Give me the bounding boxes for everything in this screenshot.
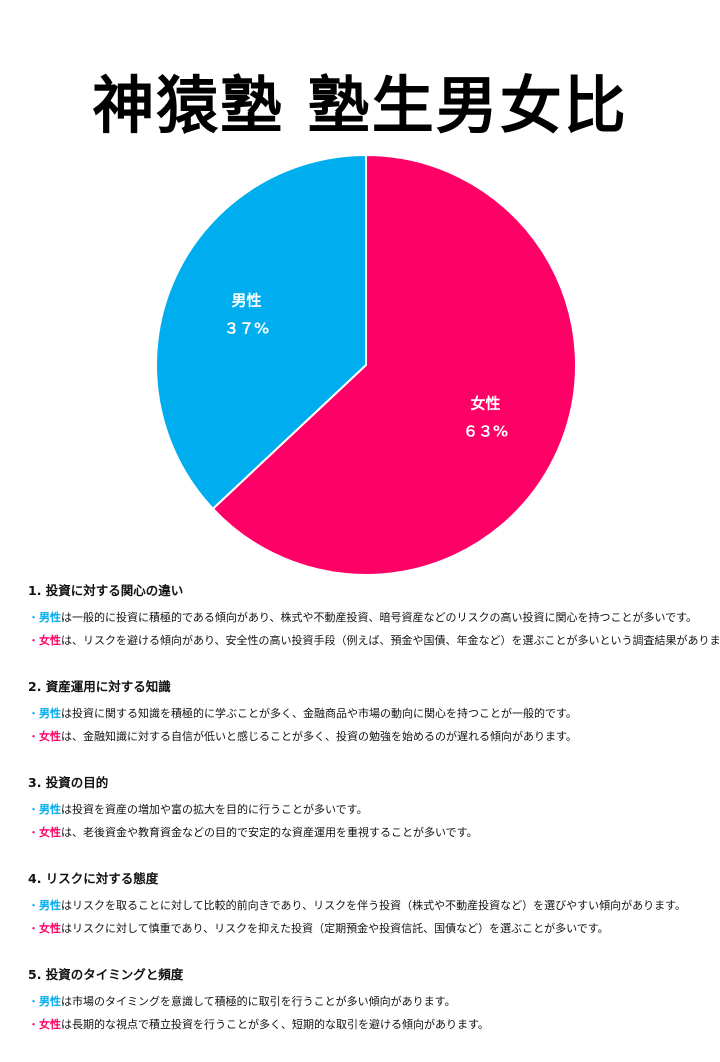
- female-note-text: は長期的な視点で積立投資を行うことが多く、短期的な取引を避ける傾向があります。: [61, 1018, 489, 1031]
- female-note-text: は、リスクを避ける傾向があり、安全性の高い投資手段（例えば、預金や国債、年金など…: [61, 634, 720, 647]
- female-tag: 女性: [39, 1018, 61, 1031]
- male-tag: 男性: [39, 899, 61, 912]
- male-note-text: はリスクを取ることに対して比較的前向きであり、リスクを伴う投資（株式や不動産投資…: [61, 899, 687, 912]
- slice-label: 女性: [470, 395, 500, 413]
- male-note-text: は市場のタイミングを意識して積極的に取引を行うことが多い傾向があります。: [61, 995, 456, 1008]
- female-tag: 女性: [39, 730, 61, 743]
- section-title: 1. 投資に対する関心の違い: [28, 583, 184, 598]
- male-note: ・男性はリスクを取ることに対して比較的前向きであり、リスクを伴う投資（株式や不動…: [28, 899, 687, 912]
- female-note-text: はリスクに対して慎重であり、リスクを抑えた投資（定期預金や投資信託、国債など）を…: [61, 922, 609, 935]
- female-tag: 女性: [39, 826, 61, 839]
- female-note: ・女性は、リスクを避ける傾向があり、安全性の高い投資手段（例えば、預金や国債、年…: [28, 629, 720, 652]
- female-note: ・女性は、老後資金や教育資金などの目的で安定的な資産運用を重視することが多いです…: [28, 826, 478, 839]
- female-note-text: は、金融知識に対する自信が低いと感じることが多く、投資の勉強を始めるのが遅れる傾…: [61, 730, 577, 743]
- male-note: ・男性は投資を資産の増加や富の拡大を目的に行うことが多いです。: [28, 803, 368, 816]
- female-note: ・女性はリスクに対して慎重であり、リスクを抑えた投資（定期預金や投資信託、国債な…: [28, 922, 609, 935]
- female-note: ・女性は、金融知識に対する自信が低いと感じることが多く、投資の勉強を始めるのが遅…: [28, 730, 577, 743]
- male-tag: 男性: [39, 803, 61, 816]
- pie-slice-1: [155, 153, 367, 511]
- male-tag: 男性: [39, 995, 61, 1008]
- notes-list: 1. 投資に対する関心の違い ・男性は一般的に投資に積極的である傾向があり、株式…: [28, 582, 720, 1062]
- male-note-text: は投資を資産の増加や富の拡大を目的に行うことが多いです。: [61, 803, 368, 816]
- page-title: 神猿塾 塾生男女比: [92, 69, 628, 142]
- note-section: 2. 資産運用に対する知識 ・男性は投資に関する知識を積極的に学ぶことが多く、金…: [28, 678, 698, 748]
- male-note: ・男性は市場のタイミングを意識して積極的に取引を行うことが多い傾向があります。: [28, 995, 456, 1008]
- female-note: ・女性は長期的な視点で積立投資を行うことが多く、短期的な取引を避ける傾向がありま…: [28, 1018, 489, 1031]
- female-note-text: は、老後資金や教育資金などの目的で安定的な資産運用を重視することが多いです。: [61, 826, 478, 839]
- note-section: 4. リスクに対する態度 ・男性はリスクを取ることに対して比較的前向きであり、リ…: [28, 870, 698, 940]
- note-section: 1. 投資に対する関心の違い ・男性は一般的に投資に積極的である傾向があり、株式…: [28, 582, 720, 652]
- male-tag: 男性: [39, 611, 61, 624]
- pie-slice-0: [211, 153, 577, 576]
- section-title: 4. リスクに対する態度: [28, 871, 159, 886]
- female-tag: 女性: [39, 922, 61, 935]
- pie-chart: 女性 ６３% 男性 ３７%: [155, 153, 577, 576]
- male-note: ・男性は一般的に投資に積極的である傾向があり、株式や不動産投資、暗号資産などのリ…: [28, 611, 698, 624]
- note-section: 3. 投資の目的 ・男性は投資を資産の増加や富の拡大を目的に行うことが多いです。…: [28, 774, 698, 844]
- slice-value: ３７%: [224, 319, 269, 337]
- note-section: 5. 投資のタイミングと頻度 ・男性は市場のタイミングを意識して積極的に取引を行…: [28, 966, 698, 1036]
- section-title: 5. 投資のタイミングと頻度: [28, 967, 184, 982]
- slice-label: 男性: [232, 291, 262, 309]
- male-note: ・男性は投資に関する知識を積極的に学ぶことが多く、金融商品や市場の動向に関心を持…: [28, 707, 577, 720]
- male-note-text: は一般的に投資に積極的である傾向があり、株式や不動産投資、暗号資産などのリスクの…: [61, 611, 698, 624]
- section-title: 3. 投資の目的: [28, 775, 109, 790]
- section-title: 2. 資産運用に対する知識: [28, 679, 171, 694]
- slice-value: ６３%: [463, 423, 508, 441]
- male-tag: 男性: [39, 707, 61, 720]
- male-note-text: は投資に関する知識を積極的に学ぶことが多く、金融商品や市場の動向に関心を持つこと…: [61, 707, 577, 720]
- female-tag: 女性: [39, 634, 61, 647]
